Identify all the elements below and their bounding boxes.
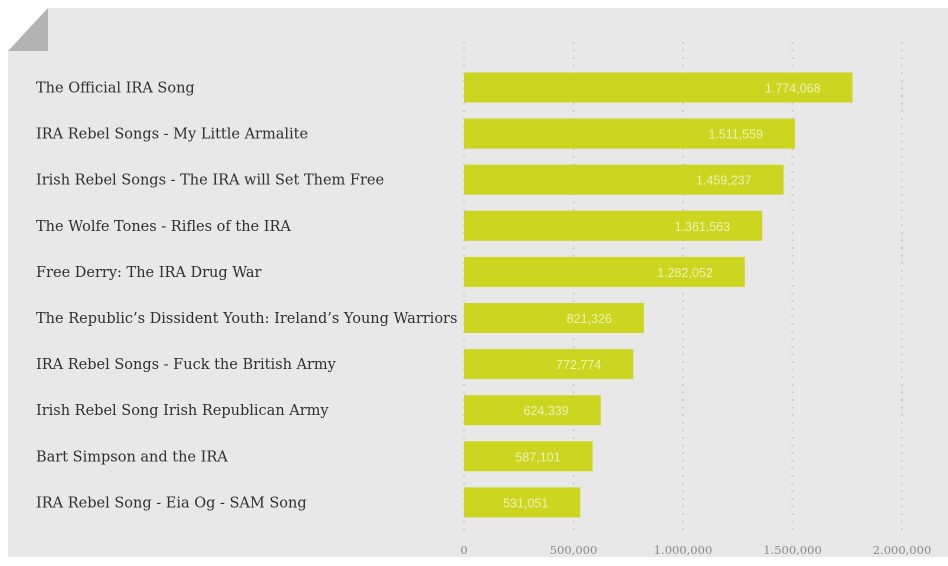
bar xyxy=(464,256,745,287)
value-label: 587,101 xyxy=(515,450,560,464)
bar xyxy=(464,487,581,518)
bars xyxy=(464,72,853,518)
value-label: 1.774,068 xyxy=(765,82,821,96)
x-tick-label: 1.000,000 xyxy=(654,543,713,557)
value-label: 531,051 xyxy=(503,496,548,510)
category-label: IRA Rebel Songs - My Little Armalite xyxy=(36,127,308,143)
category-label: The Republic’s Dissident Youth: Ireland’… xyxy=(36,311,457,327)
bar xyxy=(464,210,763,241)
category-label: The Wolfe Tones - Rifles of the IRA xyxy=(36,219,291,235)
value-label: 821,326 xyxy=(567,312,612,326)
category-label: Bart Simpson and the IRA xyxy=(36,449,228,465)
category-label: The Official IRA Song xyxy=(36,81,195,97)
value-label: 1.511,559 xyxy=(708,128,763,142)
category-label: Irish Rebel Songs - The IRA will Set The… xyxy=(36,173,384,189)
bar xyxy=(464,349,634,380)
x-tick-label: 2.000,000 xyxy=(873,543,932,557)
category-label: IRA Rebel Songs - Fuck the British Army xyxy=(36,357,337,373)
bar xyxy=(464,395,601,426)
bar xyxy=(464,441,593,472)
bar xyxy=(464,303,644,333)
category-label: IRA Rebel Song - Eia Og - SAM Song xyxy=(36,495,307,511)
value-label: 1.282,052 xyxy=(657,266,713,280)
x-tick-label: 500,000 xyxy=(550,543,598,557)
x-tick-label: 1.500,000 xyxy=(763,543,822,557)
category-label: Free Derry: The IRA Drug War xyxy=(36,265,262,281)
x-tick-label: 0 xyxy=(460,543,467,557)
category-label: Irish Rebel Song Irish Republican Army xyxy=(36,403,329,419)
bar xyxy=(464,164,784,195)
x-axis-tick-labels: 0 500,000 1.000,000 1.500,000 2.000,000 xyxy=(460,543,931,557)
bar xyxy=(464,118,796,149)
category-labels: The Official IRA Song IRA Rebel Songs - M… xyxy=(36,81,457,512)
value-label: 772,774 xyxy=(556,358,601,372)
value-label: 1.459,237 xyxy=(696,174,752,188)
value-label: 624,339 xyxy=(524,404,569,418)
value-labels: 1.774,068 1.511,559 1.459,237 1.361,563 1.28… xyxy=(503,82,820,511)
bar xyxy=(464,72,853,103)
value-label: 1.361,563 xyxy=(675,220,731,234)
